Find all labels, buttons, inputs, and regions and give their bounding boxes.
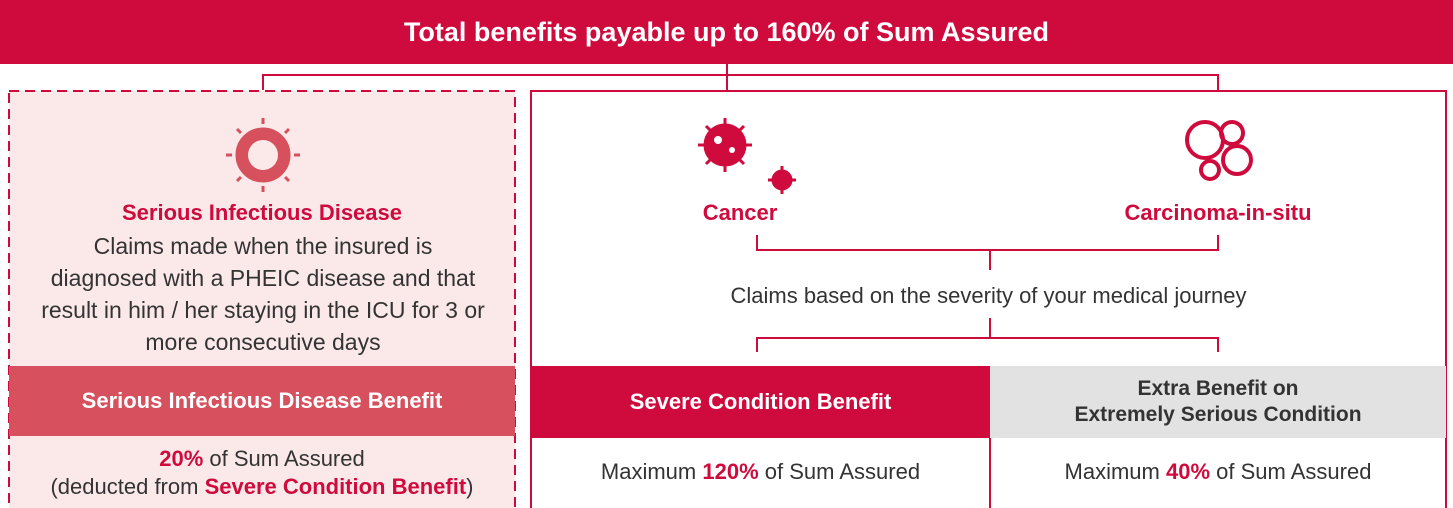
condition-label: Cancer <box>640 200 840 226</box>
carcinoma-icon <box>1187 122 1251 179</box>
percent: 40% <box>1166 459 1210 484</box>
benefit-amount: Maximum 120% of Sum Assured <box>531 456 990 488</box>
amount-text: Maximum <box>601 459 696 484</box>
amount-text: of Sum Assured <box>765 459 920 484</box>
percent: 20% <box>159 446 203 471</box>
left-title: Serious Infectious Disease <box>9 200 515 226</box>
condition-label: Carcinoma-in-situ <box>1098 200 1338 226</box>
benefit-amount: Maximum 40% of Sum Assured <box>990 456 1446 488</box>
infection-icon <box>226 118 300 192</box>
benefit-title-line: Severe Condition Benefit <box>630 389 892 415</box>
note-text: (deducted from <box>50 474 198 499</box>
benefit-title: Extra Benefit on Extremely Serious Condi… <box>990 366 1446 438</box>
cancer-icon <box>698 118 796 194</box>
percent: 120% <box>702 459 758 484</box>
note-link: Severe Condition Benefit <box>205 474 467 499</box>
note-text: ) <box>466 474 473 499</box>
benefit-title-line: Extremely Serious Condition <box>1074 402 1361 428</box>
amount-text: of Sum Assured <box>209 446 364 471</box>
diagram: Total benefits payable up to 160% of Sum… <box>0 0 1453 508</box>
amount-text: of Sum Assured <box>1216 459 1371 484</box>
right-description: Claims based on the severity of your med… <box>531 280 1446 312</box>
left-amount: 20% of Sum Assured (deducted from Severe… <box>9 445 515 501</box>
left-description: Claims made when the insured is diagnose… <box>40 230 486 358</box>
benefit-title-line: Extra Benefit on <box>1137 376 1298 402</box>
benefit-title: Severe Condition Benefit <box>531 366 990 438</box>
amount-text: Maximum <box>1065 459 1160 484</box>
left-benefit: Serious Infectious Disease Benefit <box>9 366 515 436</box>
